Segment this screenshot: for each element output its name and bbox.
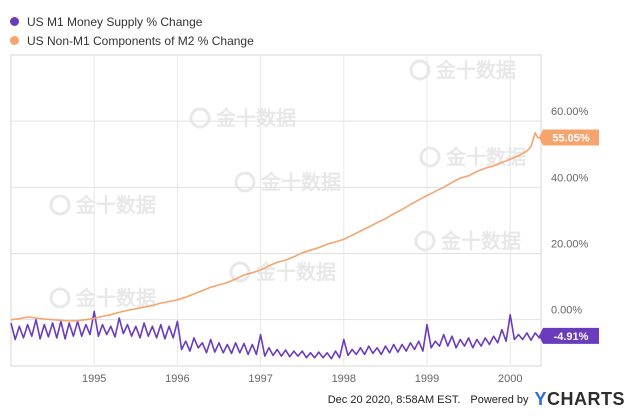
last-value-badge-m1: -4.91%	[539, 327, 599, 344]
watermark-logo-icon	[414, 230, 436, 252]
badge-label: -4.91%	[554, 331, 589, 343]
watermark-item: 金十数据	[49, 286, 156, 310]
series-line-non-m1	[10, 132, 542, 322]
x-tick-label: 2000	[498, 373, 522, 385]
x-tick-label: 1998	[332, 373, 356, 385]
series-line-m1	[10, 310, 542, 360]
last-value-badge-non-m1: 55.05%	[539, 129, 599, 146]
watermark-logo-icon	[189, 107, 211, 129]
watermark-logo-icon	[234, 171, 256, 193]
watermark-item: 金十数据	[229, 260, 336, 284]
plot-frame	[10, 54, 542, 367]
watermark-logo-icon	[49, 287, 71, 309]
y-tick-label: 40.00%	[551, 172, 589, 184]
y-tick-label: 60.00%	[551, 106, 589, 118]
x-tick-label: 1997	[248, 373, 272, 385]
badge-label: 55.05%	[552, 133, 590, 145]
legend-swatch-non-m1	[10, 36, 19, 45]
y-tick-label: 20.00%	[551, 239, 589, 251]
watermark-text: 金十数据	[440, 229, 521, 253]
series-layer	[10, 132, 542, 360]
watermark-item: 金十数据	[409, 58, 516, 82]
x-tick-label: 1999	[415, 373, 439, 385]
footer-timestamp: Dec 20 2020, 8:58AM EST.	[327, 393, 461, 406]
x-tick-label: 1996	[165, 373, 189, 385]
watermark-text: 金十数据	[435, 58, 516, 82]
watermark-item: 金十数据	[49, 193, 156, 217]
watermark-text: 金十数据	[260, 170, 341, 194]
watermark-logo-icon	[49, 194, 71, 216]
ycharts-logo-y: Y	[534, 389, 547, 409]
y-axis: 0.00% 20.00% 40.00% 60.00%	[551, 106, 589, 317]
watermark-logo-icon	[409, 59, 431, 81]
footer-powered-by: Powered by	[470, 393, 529, 406]
ycharts-logo-rest: CHARTS	[547, 389, 625, 409]
legend-item-m1[interactable]: US M1 Money Supply % Change	[10, 12, 254, 31]
watermark-text: 金十数据	[215, 106, 296, 130]
badge-shape	[539, 129, 599, 146]
watermark-text: 金十数据	[445, 145, 526, 169]
watermark-logo-icon	[419, 146, 441, 168]
footer: Dec 20 2020, 8:58AM EST. Powered by YCHA…	[328, 389, 625, 410]
x-tick-label: 1995	[82, 373, 106, 385]
badge-shape	[539, 327, 599, 344]
watermark-item: 金十数据	[189, 106, 296, 130]
watermark-item: 金十数据	[234, 170, 341, 194]
watermark-text: 金十数据	[75, 286, 156, 310]
legend-label-m1: US M1 Money Supply % Change	[27, 14, 203, 29]
watermark-logo-icon	[229, 261, 251, 283]
x-axis: 1995 1996 1997 1998 1999 2000	[82, 373, 522, 385]
watermark-text: 金十数据	[75, 193, 156, 217]
legend-label-non-m1: US Non-M1 Components of M2 % Change	[27, 33, 254, 48]
watermark-item: 金十数据	[414, 229, 521, 253]
y-tick-label: 0.00%	[551, 305, 582, 317]
watermark-text: 金十数据	[255, 260, 336, 284]
chart-legend: US M1 Money Supply % Change US Non-M1 Co…	[10, 12, 254, 50]
legend-item-non-m1[interactable]: US Non-M1 Components of M2 % Change	[10, 31, 254, 50]
last-value-badges: -4.91% 55.05%	[539, 129, 599, 344]
legend-swatch-m1	[10, 17, 19, 26]
ycharts-logo[interactable]: YCHARTS	[534, 389, 625, 410]
watermark-item: 金十数据	[419, 145, 526, 169]
